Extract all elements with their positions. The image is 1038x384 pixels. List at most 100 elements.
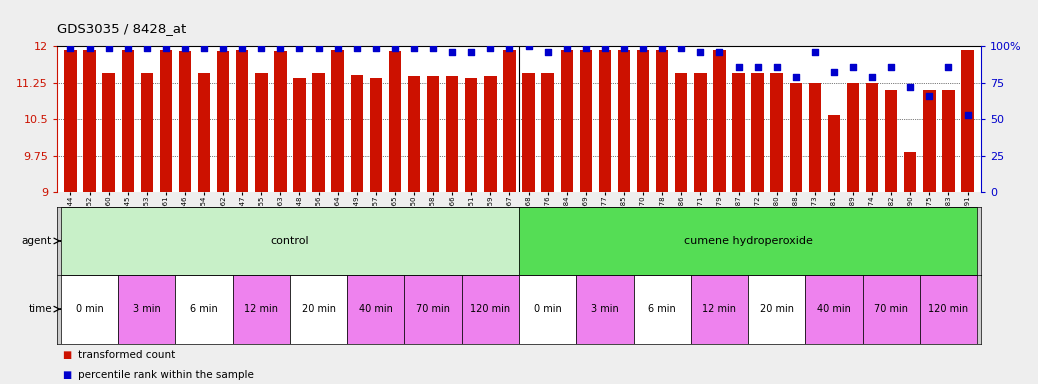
Point: [864, 74, 880, 80]
Bar: [827, 115, 840, 192]
Point: [730, 63, 746, 70]
Bar: [519, 207, 977, 275]
Text: 70 min: 70 min: [416, 304, 450, 314]
Point: [367, 45, 384, 51]
Bar: [863, 275, 920, 344]
Text: 0 min: 0 min: [76, 304, 104, 314]
Point: [520, 43, 537, 49]
Bar: [274, 51, 286, 192]
Bar: [388, 51, 401, 192]
Point: [807, 49, 823, 55]
Bar: [290, 275, 348, 344]
Text: 20 min: 20 min: [760, 304, 794, 314]
Bar: [427, 76, 439, 192]
Bar: [656, 50, 668, 192]
Point: [349, 45, 365, 51]
Point: [176, 45, 193, 51]
Bar: [522, 73, 535, 192]
Point: [558, 45, 575, 51]
Point: [654, 45, 671, 51]
Point: [253, 45, 270, 51]
Bar: [121, 50, 134, 192]
Point: [329, 45, 346, 51]
Bar: [519, 275, 576, 344]
Bar: [790, 83, 802, 192]
Point: [425, 45, 441, 51]
Bar: [179, 51, 191, 192]
Bar: [408, 76, 420, 192]
Bar: [576, 275, 633, 344]
Text: agent: agent: [22, 236, 52, 246]
Text: cumene hydroperoxide: cumene hydroperoxide: [684, 236, 813, 246]
Point: [272, 45, 289, 51]
Bar: [160, 50, 172, 192]
Point: [138, 45, 155, 51]
Bar: [904, 152, 917, 192]
Text: 6 min: 6 min: [190, 304, 218, 314]
Bar: [217, 51, 229, 192]
Bar: [236, 50, 248, 192]
Text: 40 min: 40 min: [359, 304, 392, 314]
Bar: [770, 73, 783, 192]
Point: [444, 49, 461, 55]
Bar: [633, 275, 690, 344]
Bar: [503, 50, 516, 192]
Bar: [618, 50, 630, 192]
Bar: [140, 73, 153, 192]
Text: 3 min: 3 min: [591, 304, 619, 314]
Bar: [348, 275, 405, 344]
Bar: [64, 50, 77, 192]
Text: 12 min: 12 min: [703, 304, 736, 314]
Bar: [462, 275, 519, 344]
Bar: [351, 75, 363, 192]
Bar: [484, 76, 496, 192]
Bar: [809, 83, 821, 192]
Bar: [561, 50, 573, 192]
Point: [959, 112, 976, 118]
Bar: [694, 73, 707, 192]
Text: 3 min: 3 min: [133, 304, 161, 314]
Bar: [943, 90, 955, 192]
Bar: [805, 275, 863, 344]
Point: [673, 45, 689, 51]
Bar: [446, 76, 459, 192]
Bar: [61, 275, 118, 344]
Bar: [103, 73, 115, 192]
Text: ■: ■: [62, 350, 72, 360]
Point: [635, 45, 652, 51]
Bar: [961, 50, 974, 192]
Point: [386, 45, 403, 51]
Point: [463, 49, 480, 55]
Text: 0 min: 0 min: [534, 304, 562, 314]
Text: 70 min: 70 min: [874, 304, 908, 314]
Point: [692, 49, 709, 55]
Point: [234, 45, 250, 51]
Point: [845, 63, 862, 70]
Bar: [118, 275, 175, 344]
Text: transformed count: transformed count: [78, 350, 175, 360]
Bar: [748, 275, 805, 344]
Point: [81, 45, 98, 51]
Bar: [331, 50, 344, 192]
Text: control: control: [271, 236, 309, 246]
Bar: [233, 275, 290, 344]
Bar: [885, 90, 898, 192]
Point: [482, 45, 498, 51]
Bar: [713, 50, 726, 192]
Bar: [405, 275, 462, 344]
Point: [406, 45, 422, 51]
Point: [196, 45, 213, 51]
Bar: [61, 207, 519, 275]
Point: [921, 93, 937, 99]
Text: 12 min: 12 min: [244, 304, 278, 314]
Point: [577, 45, 594, 51]
Point: [292, 45, 308, 51]
Text: 40 min: 40 min: [817, 304, 851, 314]
Bar: [370, 78, 382, 192]
Point: [597, 45, 613, 51]
Bar: [198, 73, 211, 192]
Point: [540, 49, 556, 55]
Point: [62, 45, 79, 51]
Text: percentile rank within the sample: percentile rank within the sample: [78, 370, 253, 380]
Point: [158, 45, 174, 51]
